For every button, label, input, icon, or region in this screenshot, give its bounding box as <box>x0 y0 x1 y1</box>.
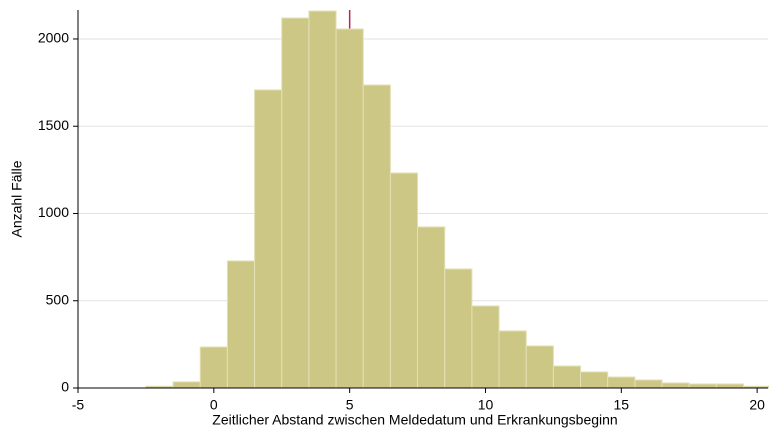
bar <box>335 28 364 389</box>
bar <box>552 365 582 389</box>
x-tick-label: 15 <box>614 397 630 413</box>
bar <box>281 17 310 389</box>
bar <box>362 84 391 389</box>
bar <box>498 330 527 389</box>
x-tick-label: 20 <box>749 397 765 413</box>
y-tick-label: 500 <box>46 291 70 307</box>
bar <box>471 305 500 389</box>
bar <box>525 345 554 389</box>
x-tick-label: 10 <box>478 397 494 413</box>
x-axis-label: Zeitlicher Abstand zwischen Meldedatum u… <box>212 412 617 428</box>
bar <box>199 346 228 389</box>
bar <box>226 260 256 389</box>
y-tick-label: 0 <box>61 379 69 395</box>
y-axis-label: Anzahl Fälle <box>9 160 25 237</box>
bar <box>389 172 419 389</box>
bar <box>444 268 473 389</box>
x-tick-label: 5 <box>346 397 354 413</box>
y-tick-label: 1000 <box>38 204 69 220</box>
y-tick-label: 2000 <box>38 30 69 46</box>
bar <box>417 226 446 389</box>
y-tick-label: 1500 <box>38 117 69 133</box>
bar <box>688 383 717 389</box>
bar <box>254 89 283 389</box>
bar <box>580 371 609 389</box>
bar <box>715 383 745 389</box>
x-tick-label: -5 <box>72 397 85 413</box>
bar <box>607 376 636 389</box>
bar <box>634 379 663 389</box>
bar <box>308 10 337 389</box>
bar <box>172 381 201 389</box>
x-tick-label: 0 <box>210 397 218 413</box>
bar <box>661 382 690 389</box>
